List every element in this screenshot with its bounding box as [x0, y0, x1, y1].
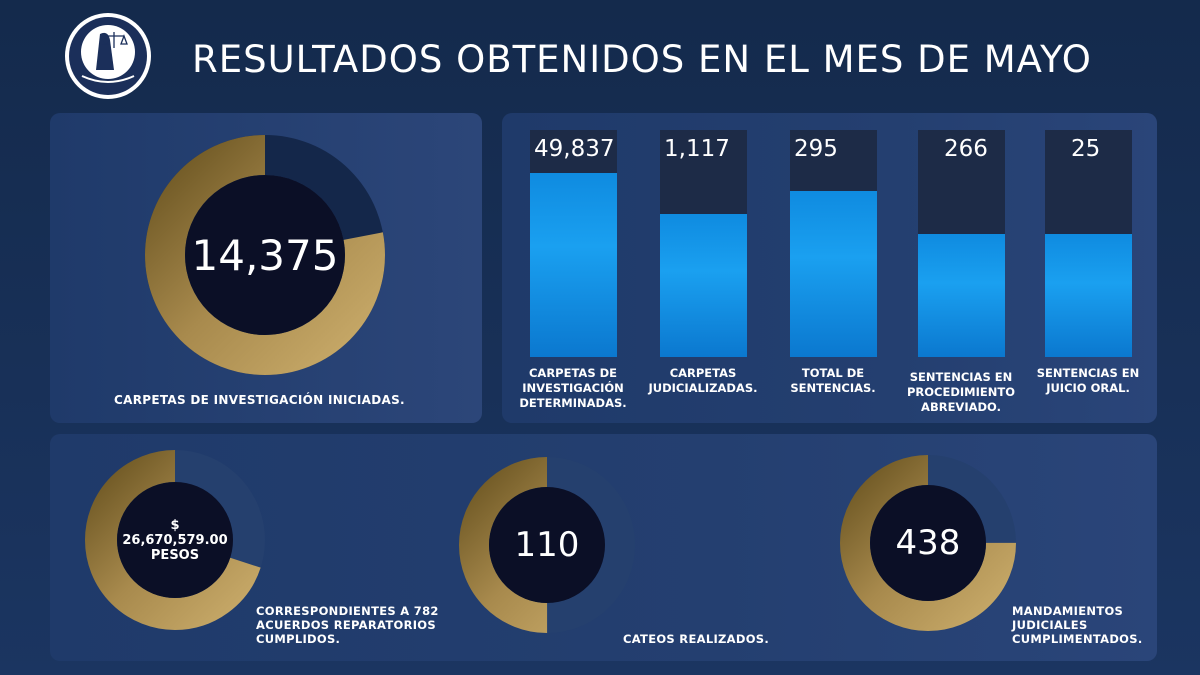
- bottom-label-0: CORRESPONDIENTES A 782 ACUERDOS REPARATO…: [256, 604, 439, 646]
- bar-fill: [530, 173, 617, 357]
- cateos-number: 110: [514, 525, 580, 565]
- bar-label-2: TOTAL DE SENTENCIAS.: [790, 366, 876, 395]
- donut-cateos-ring: [459, 457, 635, 633]
- donut-cateos-value: 110: [489, 487, 605, 603]
- bar-column-0: 49,837: [530, 130, 617, 357]
- bottom-label-2: MANDAMIENTOS JUDICIALES CUMPLIMENTADOS.: [1012, 604, 1143, 646]
- main-donut-ring: [145, 135, 385, 375]
- amount-unit: PESOS: [150, 547, 200, 563]
- bar-value: 25: [1071, 136, 1101, 162]
- bar-label-0: CARPETAS DE INVESTIGACIÓN DETERMINADAS.: [519, 366, 627, 410]
- donut-acuerdos-ring: [85, 450, 265, 630]
- bar-column-3: 266: [918, 130, 1005, 357]
- bar-fill: [660, 214, 747, 357]
- donut-acuerdos-value: $ 26,670,579.00 PESOS: [117, 482, 233, 598]
- donut-cateos-arc: [459, 457, 635, 633]
- donut-acuerdos-arc: [85, 450, 265, 630]
- bar-value: 49,837: [534, 136, 615, 162]
- bar-fill: [918, 234, 1005, 357]
- bar-column-2: 295: [790, 130, 877, 357]
- bar-column-1: 1,117: [660, 130, 747, 357]
- bar-label-4: SENTENCIAS EN JUICIO ORAL.: [1036, 366, 1140, 395]
- bar-fill: [1045, 234, 1132, 357]
- main-donut-label: CARPETAS DE INVESTIGACIÓN INICIADAS.: [114, 393, 405, 407]
- donut-mandamientos-value: 438: [870, 485, 986, 601]
- bar-label-3: SENTENCIAS EN PROCEDIMIENTO ABREVIADO.: [906, 370, 1015, 414]
- fiscalia-logo: [65, 13, 151, 99]
- main-donut-arc: [145, 135, 385, 375]
- bar-fill: [790, 191, 877, 357]
- bar-value: 295: [794, 136, 838, 162]
- amount: $ 26,670,579.00: [122, 517, 228, 548]
- bar-column-4: 25: [1045, 130, 1132, 357]
- main-donut-value: 14,375: [185, 175, 345, 335]
- donut-mandamientos-arc: [840, 455, 1016, 631]
- main-donut-number: 14,375: [191, 230, 339, 280]
- bar-value: 266: [944, 136, 988, 162]
- mandamientos-number: 438: [895, 523, 961, 563]
- page-title: RESULTADOS OBTENIDOS EN EL MES DE MAYO: [192, 38, 1092, 81]
- bar-label-1: CARPETAS JUDICIALIZADAS.: [648, 366, 758, 395]
- donut-mandamientos-ring: [840, 455, 1016, 631]
- bar-value: 1,117: [664, 136, 730, 162]
- bottom-label-1: CATEOS REALIZADOS.: [623, 632, 770, 646]
